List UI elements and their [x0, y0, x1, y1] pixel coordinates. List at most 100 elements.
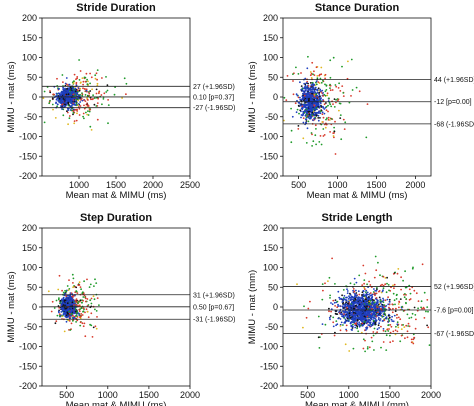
data-point — [363, 315, 366, 318]
data-point — [381, 320, 384, 322]
data-point — [66, 302, 69, 305]
data-point — [304, 104, 307, 107]
data-point — [392, 340, 394, 342]
x-tick-label: 1000 — [328, 180, 348, 190]
data-point — [309, 82, 312, 84]
data-point — [296, 99, 298, 102]
data-point — [352, 307, 355, 310]
data-point — [387, 330, 390, 332]
data-point — [366, 347, 369, 350]
data-point — [96, 102, 99, 104]
data-point — [82, 296, 85, 298]
data-point — [346, 317, 349, 320]
data-point — [58, 97, 61, 100]
data-point — [96, 297, 99, 299]
data-point — [363, 305, 366, 308]
data-point — [322, 92, 324, 94]
y-tick-label: 150 — [263, 243, 278, 253]
data-point — [85, 111, 87, 114]
data-point — [373, 349, 375, 351]
y-tick-label: 200 — [263, 223, 278, 233]
data-point — [326, 92, 329, 95]
data-point — [51, 103, 54, 106]
data-point — [71, 314, 74, 317]
data-point — [298, 105, 300, 107]
data-point — [125, 93, 127, 96]
data-point — [317, 81, 320, 83]
data-point — [365, 289, 368, 292]
data-point — [316, 94, 319, 97]
y-tick-label: -200 — [260, 171, 278, 181]
data-point — [380, 325, 382, 328]
data-point — [366, 310, 368, 312]
data-point — [310, 132, 313, 134]
data-point — [372, 319, 375, 322]
data-point — [79, 105, 82, 107]
data-point — [400, 276, 402, 279]
data-point — [303, 111, 306, 114]
data-point — [339, 329, 342, 332]
data-point — [319, 90, 322, 92]
data-point — [398, 300, 400, 303]
data-point — [96, 78, 98, 81]
data-point — [320, 73, 323, 76]
data-point — [357, 297, 359, 300]
data-point — [347, 300, 350, 303]
data-point — [406, 330, 409, 333]
data-point — [372, 323, 375, 325]
data-point — [397, 268, 400, 270]
data-point — [72, 286, 74, 289]
data-point — [322, 105, 324, 108]
data-point — [411, 286, 414, 289]
data-point — [334, 305, 336, 307]
data-point — [358, 307, 361, 309]
data-point — [297, 127, 300, 130]
data-point — [357, 313, 360, 316]
data-point — [66, 311, 69, 314]
reference-line-label: 52 (+1.96SD) — [434, 284, 474, 291]
data-point — [291, 115, 294, 118]
data-point — [391, 303, 394, 306]
x-tick-label: 2500 — [180, 180, 200, 190]
data-point — [368, 280, 370, 283]
data-point — [299, 104, 302, 107]
data-point — [317, 102, 320, 105]
data-point — [70, 322, 73, 325]
data-point — [69, 90, 71, 92]
data-point — [368, 346, 371, 349]
data-point — [314, 102, 317, 105]
data-point — [356, 306, 358, 308]
data-point — [405, 301, 407, 304]
data-point — [427, 310, 429, 313]
data-point — [87, 114, 90, 116]
data-point — [309, 300, 311, 303]
data-point — [413, 306, 416, 309]
data-point — [323, 112, 326, 115]
data-point — [407, 325, 409, 327]
data-point — [58, 306, 61, 309]
data-point — [353, 291, 355, 293]
data-point — [368, 296, 370, 298]
data-point — [62, 291, 65, 294]
data-point — [369, 294, 372, 297]
data-point — [378, 317, 380, 319]
data-point — [346, 307, 348, 309]
data-point — [85, 308, 88, 311]
data-point — [71, 309, 74, 312]
data-point — [76, 89, 79, 92]
data-point — [334, 299, 337, 301]
data-point — [61, 315, 63, 318]
data-point — [376, 288, 378, 290]
data-point — [313, 88, 315, 90]
data-point — [363, 320, 366, 323]
data-point — [342, 310, 344, 312]
data-point — [443, 271, 445, 273]
data-point — [374, 289, 377, 292]
data-point — [410, 338, 413, 341]
data-point — [369, 306, 372, 309]
data-point — [338, 296, 341, 299]
data-point — [297, 101, 300, 104]
data-point — [60, 94, 62, 96]
data-point — [368, 318, 370, 321]
data-point — [55, 102, 57, 105]
